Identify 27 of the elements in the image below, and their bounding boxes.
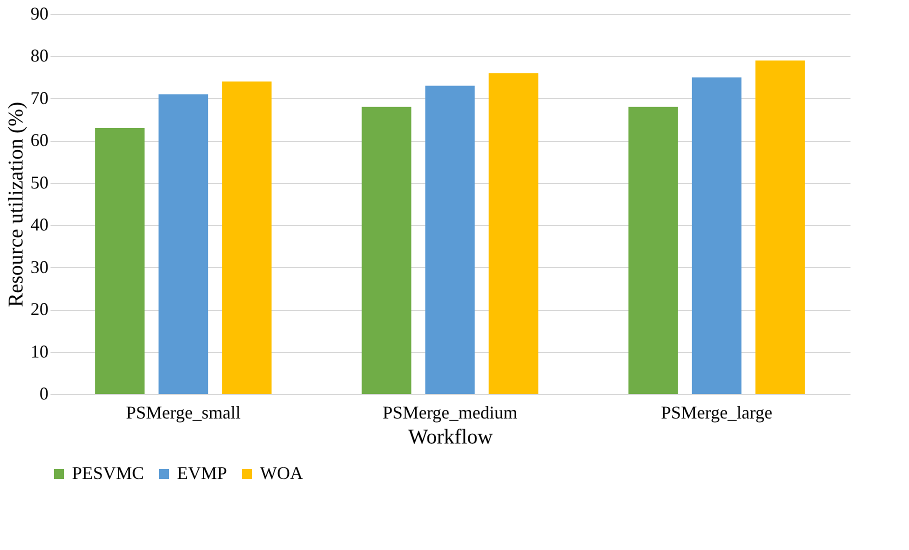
bar xyxy=(425,86,475,394)
legend-label: WOA xyxy=(260,463,303,483)
bar xyxy=(95,128,145,394)
x-tick-label: PSMerge_small xyxy=(126,402,241,422)
y-tick-label: 0 xyxy=(40,384,48,404)
legend-label: EVMP xyxy=(177,463,228,483)
bar xyxy=(755,60,805,394)
y-tick-label: 30 xyxy=(30,256,48,277)
y-axis-title: Resource utilization (%) xyxy=(4,102,28,308)
x-tick-label: PSMerge_medium xyxy=(382,402,518,422)
bar xyxy=(362,106,412,394)
bar xyxy=(628,106,678,394)
bar xyxy=(488,73,538,394)
y-tick-label: 90 xyxy=(30,4,48,24)
x-tick-label: PSMerge_large xyxy=(661,402,772,422)
y-tick-label: 10 xyxy=(30,341,48,362)
y-tick-label: 60 xyxy=(30,130,48,150)
bar xyxy=(222,82,272,394)
y-tick-label: 70 xyxy=(30,88,48,108)
y-tick-label: 80 xyxy=(30,46,48,66)
y-tick-label: 20 xyxy=(30,299,48,320)
bar xyxy=(158,94,208,394)
bar xyxy=(692,77,742,394)
y-tick-label: 50 xyxy=(30,172,48,192)
y-tick-label: 40 xyxy=(30,214,48,235)
legend-label: PESVMC xyxy=(72,463,144,483)
x-axis-title: Workflow xyxy=(408,424,494,448)
